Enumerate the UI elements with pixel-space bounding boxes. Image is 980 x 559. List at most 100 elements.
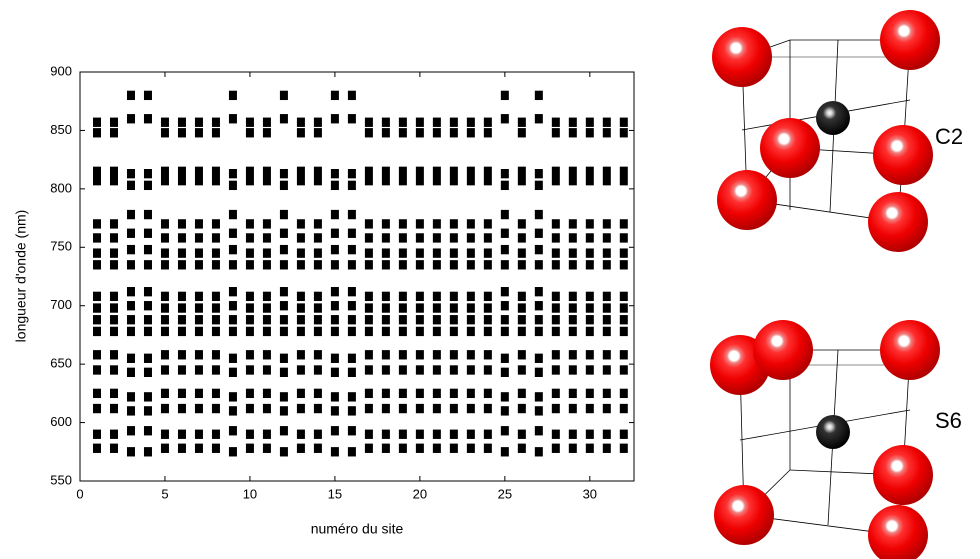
wavelength-mark (517, 429, 526, 439)
wavelength-mark (534, 90, 543, 101)
wavelength-mark (619, 429, 628, 439)
wavelength-mark (330, 353, 339, 363)
wavelength-mark (551, 403, 560, 414)
wavelength-mark (92, 365, 101, 375)
wavelength-mark (228, 406, 237, 416)
wavelength-mark (330, 326, 339, 337)
wavelength-mark (619, 443, 628, 453)
wavelength-mark (381, 248, 390, 258)
wavelength-mark (245, 315, 254, 325)
wavelength-mark (517, 403, 526, 414)
wavelength-mark (109, 315, 118, 325)
wavelength-mark (500, 228, 509, 238)
wavelength-mark (262, 128, 271, 138)
wavelength-mark (92, 117, 101, 127)
wavelength-mark (109, 350, 118, 360)
wavelength-mark (330, 287, 339, 297)
wavelength-mark (364, 429, 373, 439)
wavelength-mark (432, 128, 441, 138)
wavelength-mark (126, 367, 135, 377)
wavelength-mark (177, 388, 186, 399)
wavelength-mark (466, 233, 475, 243)
wavelength-mark (619, 388, 628, 399)
wavelength-mark (551, 248, 560, 258)
wavelength-mark (517, 166, 526, 177)
y-tick-label: 600 (50, 414, 72, 429)
wavelength-mark (126, 353, 135, 363)
wavelength-mark (143, 90, 152, 101)
wavelength-mark (466, 365, 475, 375)
wavelength-mark (313, 291, 322, 302)
wavelength-mark (602, 303, 611, 313)
wavelength-mark (381, 326, 390, 337)
wavelength-mark (177, 233, 186, 243)
wavelength-mark (466, 443, 475, 453)
wavelength-mark (500, 260, 509, 270)
wavelength-mark (347, 287, 356, 297)
wavelength-mark (534, 180, 543, 191)
wavelength-mark (194, 233, 203, 243)
wavelength-mark (517, 303, 526, 313)
wavelength-mark (160, 326, 169, 337)
wavelength-mark (415, 315, 424, 325)
wavelength-mark (432, 403, 441, 414)
wavelength-mark (466, 315, 475, 325)
x-axis-label: numéro du site (311, 521, 404, 537)
wavelength-mark (160, 166, 169, 177)
wavelength-mark (160, 176, 169, 186)
wavelength-mark (398, 350, 407, 360)
wavelength-mark (126, 228, 135, 238)
wavelength-mark (500, 180, 509, 191)
wavelength-mark (92, 248, 101, 258)
wavelength-mark (330, 180, 339, 191)
wavelength-mark (194, 117, 203, 127)
wavelength-mark (500, 168, 509, 179)
wavelength-mark (177, 365, 186, 375)
wavelength-mark (585, 429, 594, 439)
wavelength-mark (279, 228, 288, 238)
wavelength-mark (449, 388, 458, 399)
wavelength-mark (483, 166, 492, 177)
wavelength-mark (126, 326, 135, 337)
wavelength-mark (211, 315, 220, 325)
x-tick-label: 25 (498, 486, 512, 501)
wavelength-mark (313, 388, 322, 399)
wavelength-mark (602, 233, 611, 243)
wavelength-mark (619, 403, 628, 414)
wavelength-mark (432, 350, 441, 360)
wavelength-mark (483, 365, 492, 375)
wavelength-mark (466, 303, 475, 313)
wavelength-mark (279, 168, 288, 179)
wavelength-mark (92, 219, 101, 229)
wavelength-mark (568, 403, 577, 414)
wavelength-mark (619, 350, 628, 360)
wavelength-mark (92, 303, 101, 313)
wavelength-mark (415, 388, 424, 399)
wavelength-mark (585, 166, 594, 177)
wavelength-mark (126, 301, 135, 311)
wavelength-mark (381, 291, 390, 302)
wavelength-mark (279, 180, 288, 191)
wavelength-mark (262, 429, 271, 439)
wavelength-mark (245, 429, 254, 439)
wavelength-mark (483, 291, 492, 302)
wavelength-mark (398, 315, 407, 325)
wavelength-mark (109, 117, 118, 127)
wavelength-mark (483, 429, 492, 439)
wavelength-mark (262, 443, 271, 453)
wavelength-mark (160, 315, 169, 325)
wavelength-mark (551, 233, 560, 243)
wavelength-mark (347, 114, 356, 124)
wavelength-mark (262, 260, 271, 270)
wavelength-mark (143, 447, 152, 457)
wavelength-mark (177, 128, 186, 138)
wavelength-mark (143, 406, 152, 416)
wavelength-mark (432, 219, 441, 229)
wavelength-mark (432, 315, 441, 325)
wavelength-mark (279, 315, 288, 325)
wavelength-mark (619, 365, 628, 375)
wavelength-mark (585, 350, 594, 360)
wavelength-mark (602, 315, 611, 325)
wavelength-mark (364, 291, 373, 302)
wavelength-mark (279, 114, 288, 124)
